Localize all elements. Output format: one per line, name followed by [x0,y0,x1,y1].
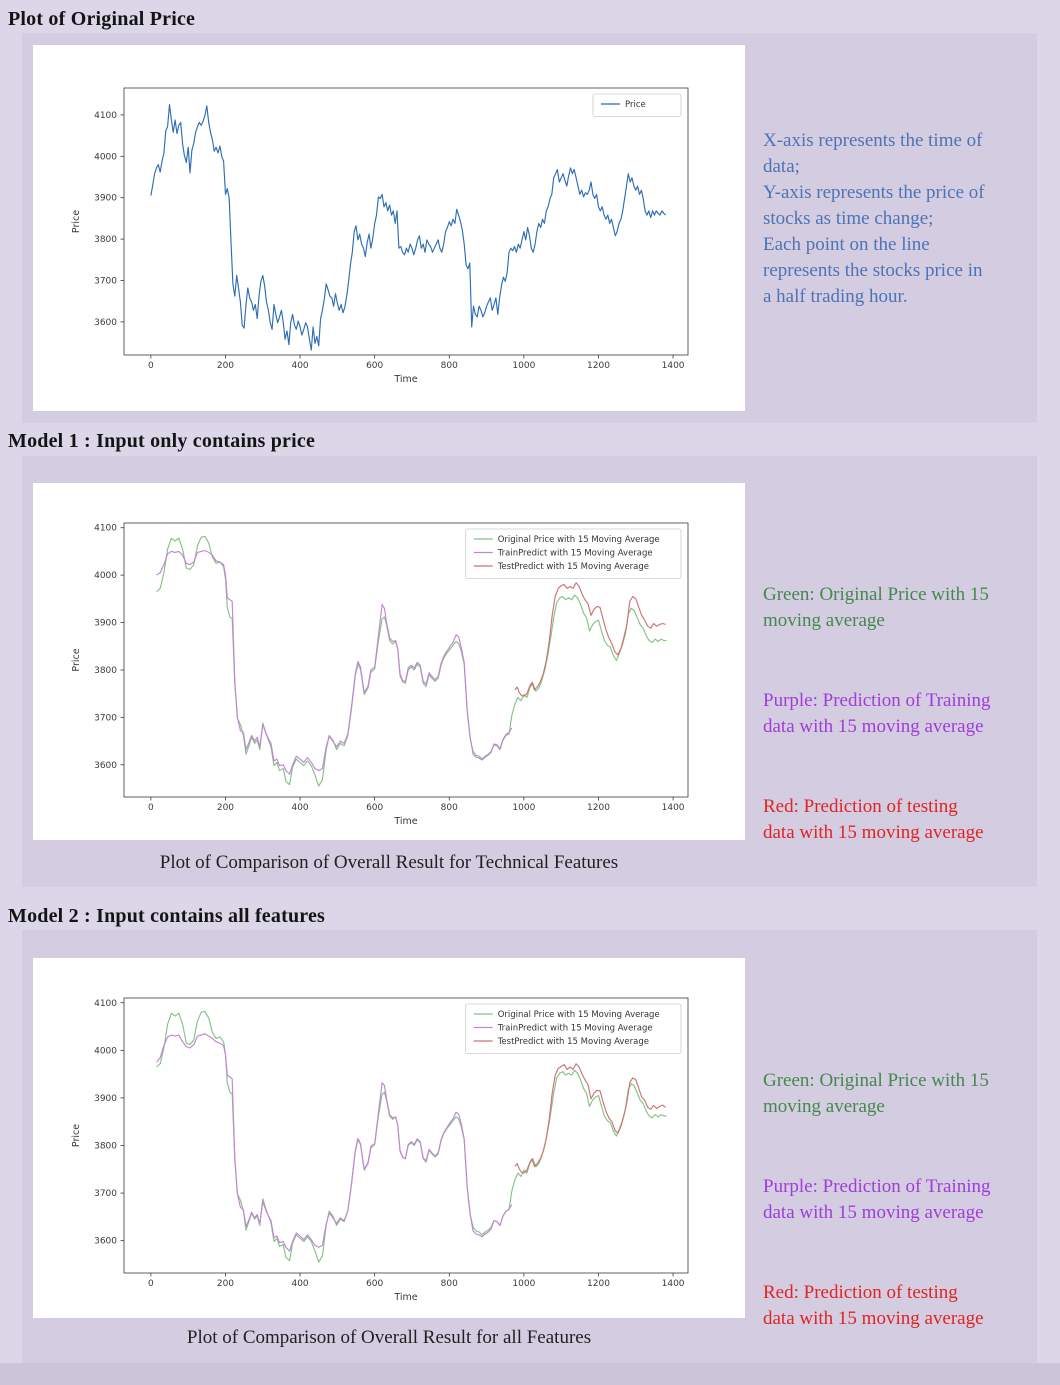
svg-text:1400: 1400 [662,803,685,813]
svg-text:200: 200 [217,803,234,813]
original-price-chart: 0 200 400 600 800 1000 1200 1400 3600 3700 3800 390… [71,87,689,385]
model1-annotation-green: Green: Original Price with 15 moving ave… [763,584,989,631]
svg-text:Price: Price [625,100,646,110]
svg-text:600: 600 [366,803,383,813]
svg-text:400: 400 [291,803,308,813]
svg-text:4000: 4000 [94,571,117,581]
svg-text:TestPredict with 15 Moving Ave: TestPredict with 15 Moving Average [497,562,649,572]
svg-text:3700: 3700 [94,713,117,723]
model1-annotation-red: Red: Prediction of testing data with 15 … [763,796,984,843]
svg-text:Time: Time [393,374,417,385]
svg-text:1200: 1200 [587,803,610,813]
svg-text:800: 800 [441,1279,458,1289]
svg-text:1200: 1200 [587,361,610,371]
svg-text:Original Price with 15 Moving: Original Price with 15 Moving Average [498,1010,660,1020]
model1-caption: Plot of Comparison of Overall Result for… [159,852,619,873]
svg-text:Price: Price [71,1124,82,1147]
svg-text:200: 200 [217,361,234,371]
svg-text:1000: 1000 [512,1279,535,1289]
footer-strip [0,1363,1060,1385]
svg-text:4100: 4100 [94,999,117,1009]
svg-text:800: 800 [441,803,458,813]
svg-text:1400: 1400 [662,1279,685,1289]
svg-text:3600: 3600 [94,1237,117,1247]
model2-annotation-purple: Purple: Prediction of Training data with… [763,1176,991,1223]
svg-text:3900: 3900 [94,619,117,629]
svg-text:0: 0 [148,803,154,813]
original-price-chart-box: 0 200 400 600 800 1000 1200 1400 3600 3700 3800 390… [33,45,745,411]
svg-text:3900: 3900 [94,1094,117,1104]
model1-annotation: Green: Original Price with 15 moving ave… [763,556,1045,900]
svg-text:3900: 3900 [94,194,117,204]
svg-text:600: 600 [366,361,383,371]
svg-text:400: 400 [291,361,308,371]
svg-text:400: 400 [291,1279,308,1289]
svg-text:4000: 4000 [94,1046,117,1056]
svg-text:0: 0 [148,361,154,371]
svg-text:1200: 1200 [587,1279,610,1289]
svg-text:Original Price with 15 Moving: Original Price with 15 Moving Average [498,535,660,545]
svg-text:800: 800 [441,361,458,371]
svg-text:200: 200 [217,1279,234,1289]
section2-heading: Model 1 : Input only contains price [8,430,316,452]
svg-text:3800: 3800 [94,666,117,676]
model1-chart-box: 0 200 400 600 800 1000 1200 1400 3600 3700 3800 390… [33,483,745,840]
svg-text:3600: 3600 [94,318,117,328]
svg-text:4100: 4100 [94,524,117,534]
svg-text:600: 600 [366,1279,383,1289]
svg-text:TestPredict with 15 Moving Ave: TestPredict with 15 Moving Average [497,1037,649,1047]
svg-text:Time: Time [393,816,417,827]
svg-text:4000: 4000 [94,152,117,162]
svg-text:4100: 4100 [94,111,117,121]
svg-text:1400: 1400 [662,361,685,371]
svg-text:0: 0 [148,1279,154,1289]
model1-chart: 0 200 400 600 800 1000 1200 1400 3600 3700 3800 390… [71,522,689,827]
svg-text:3600: 3600 [94,761,117,771]
model2-chart-box: 0 200 400 600 800 1000 1200 1400 3600 3700 3800 390… [33,958,745,1318]
svg-text:Price: Price [71,648,82,671]
svg-text:TrainPredict with 15 Moving Av: TrainPredict with 15 Moving Average [497,1024,653,1034]
svg-text:1000: 1000 [512,803,535,813]
svg-text:3800: 3800 [94,1141,117,1151]
svg-text:TrainPredict with 15 Moving Av: TrainPredict with 15 Moving Average [497,549,653,559]
svg-text:Price: Price [71,210,82,233]
svg-text:3700: 3700 [94,276,117,286]
model2-annotation-green: Green: Original Price with 15 moving ave… [763,1070,989,1117]
svg-text:3800: 3800 [94,235,117,245]
model2-annotation: Green: Original Price with 15 moving ave… [763,1042,1045,1385]
section3-heading: Model 2 : Input contains all features [8,905,326,927]
model2-chart: 0 200 400 600 800 1000 1200 1400 3600 3700 3800 390… [71,997,689,1303]
model2-caption: Plot of Comparison of Overall Result for… [186,1327,592,1348]
model2-annotation-red: Red: Prediction of testing data with 15 … [763,1282,984,1329]
svg-text:Time: Time [393,1292,417,1303]
svg-text:3700: 3700 [94,1189,117,1199]
original-price-annotation: X-axis represents the time of data; Y-ax… [763,130,985,307]
svg-text:1000: 1000 [512,361,535,371]
model1-annotation-purple: Purple: Prediction of Training data with… [763,690,991,737]
section1-heading: Plot of Original Price [8,8,196,30]
